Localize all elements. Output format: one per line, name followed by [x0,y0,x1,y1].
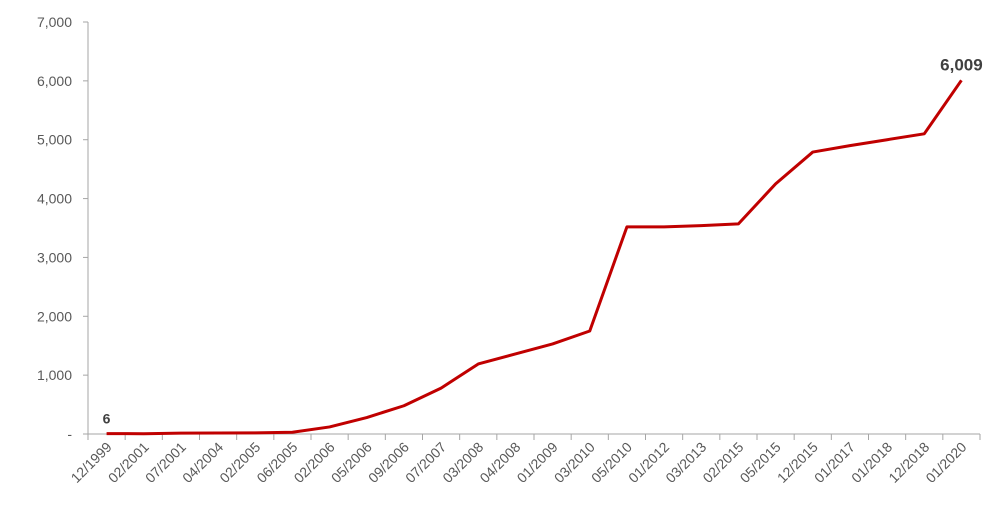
y-tick-label: 6,000 [37,73,72,89]
y-tick-label: 2,000 [37,308,72,324]
y-tick-label: 4,000 [37,191,72,207]
y-tick-label: 1,000 [37,367,72,383]
x-tick-label: 01/2020 [922,439,969,486]
line [106,79,963,436]
y-tick-label: - [67,426,72,442]
y-tick-label: 5,000 [37,132,72,148]
y-tick-label: 7,000 [37,14,72,30]
data-label: 6 [103,411,111,427]
y-tick-label: 3,000 [37,249,72,265]
data-label: 6,009 [940,55,983,74]
